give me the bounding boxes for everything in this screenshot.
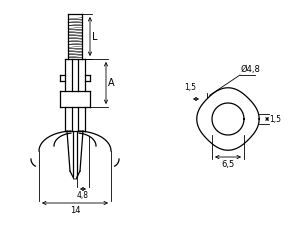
Text: Ø4,8: Ø4,8 — [241, 65, 261, 74]
Text: 14: 14 — [70, 206, 80, 215]
Text: A: A — [108, 78, 115, 88]
Text: 4,8: 4,8 — [77, 191, 89, 200]
Text: 6,5: 6,5 — [221, 160, 235, 169]
Text: L: L — [92, 32, 98, 42]
Text: 1,5: 1,5 — [269, 115, 281, 124]
Text: 1,5: 1,5 — [184, 83, 196, 92]
